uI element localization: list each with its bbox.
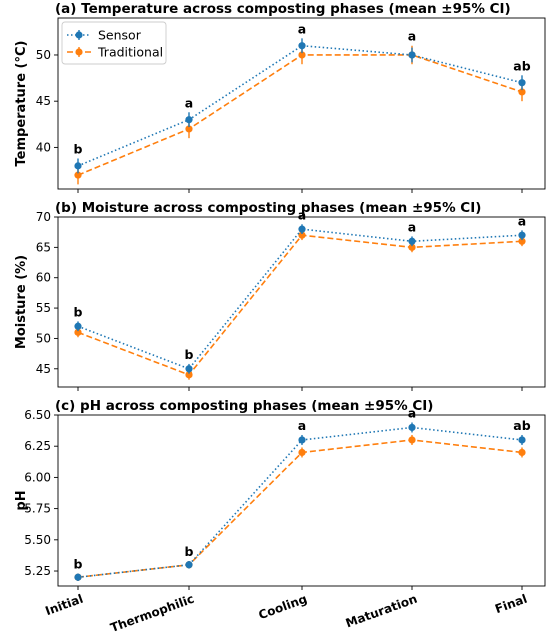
series-traditional — [74, 230, 526, 380]
panel-1: (b) Moisture across composting phases (m… — [14, 200, 546, 391]
y-tick-label: 40 — [36, 140, 51, 154]
data-point — [74, 162, 82, 170]
x-tick-label: Maturation — [344, 592, 419, 631]
legend-entry: Sensor — [98, 28, 142, 43]
panel-2: (c) pH across composting phases (mean ±9… — [14, 398, 546, 635]
y-tick-label: 65 — [36, 240, 51, 254]
plot-frame — [57, 17, 546, 190]
series-line — [77, 228, 523, 370]
y-axis-label: pH — [14, 490, 29, 510]
significance-label: ab — [513, 58, 530, 73]
significance-label: b — [185, 544, 194, 559]
series-line — [77, 439, 523, 579]
y-tick-label: 45 — [36, 94, 51, 108]
significance-label: a — [518, 213, 526, 228]
y-tick-label: 5.75 — [24, 502, 51, 516]
data-point — [298, 231, 306, 239]
data-point — [408, 237, 416, 245]
data-point — [408, 436, 416, 444]
series-traditional — [74, 434, 526, 582]
data-point — [518, 436, 526, 444]
data-point — [298, 42, 306, 50]
x-tick-label: Thermophilic — [108, 592, 196, 635]
panel-title: (b) Moisture across composting phases (m… — [55, 200, 481, 216]
plot-frame — [57, 216, 546, 388]
data-point — [74, 573, 82, 581]
y-tick-label: 60 — [36, 271, 51, 285]
legend: Sensor Traditional — [61, 21, 167, 65]
series-sensor — [74, 422, 526, 582]
series-sensor — [74, 38, 526, 174]
data-point — [518, 448, 526, 457]
data-point — [298, 225, 306, 233]
data-point — [408, 423, 416, 432]
significance-label: a — [298, 418, 306, 433]
legend-marker — [75, 31, 83, 39]
y-axis-label: Temperature (°C) — [14, 41, 29, 167]
significance-label: a — [298, 207, 306, 222]
significance-label: a — [298, 21, 306, 36]
panel-title: (a) Temperature across composting phases… — [55, 1, 511, 17]
significance-label: a — [408, 29, 416, 44]
x-tick-label: Initial — [43, 592, 85, 619]
data-point — [185, 116, 193, 124]
data-point — [518, 79, 526, 87]
y-tick-label: 70 — [36, 210, 51, 224]
panel-title: (c) pH across composting phases (mean ±9… — [55, 398, 433, 414]
data-point — [298, 436, 306, 444]
x-tick-label: Cooling — [257, 592, 309, 622]
data-point — [185, 561, 193, 569]
significance-label: a — [408, 405, 416, 420]
series-traditional — [74, 45, 526, 185]
y-tick-label: 50 — [36, 48, 51, 62]
y-tick-label: 45 — [36, 362, 51, 376]
data-point — [74, 328, 82, 336]
data-point — [518, 88, 526, 96]
y-tick-label: 5.25 — [24, 564, 51, 578]
data-point — [408, 51, 416, 59]
y-tick-label: 55 — [36, 301, 51, 315]
data-point — [185, 365, 193, 373]
series-line — [77, 234, 523, 376]
significance-label: ab — [513, 418, 530, 433]
panel-0: (a) Temperature across composting phases… — [14, 1, 546, 193]
data-point — [408, 243, 416, 251]
legend-marker — [75, 48, 83, 56]
series-line — [77, 44, 523, 167]
data-point — [185, 371, 193, 379]
y-axis-label: Moisture (%) — [14, 255, 29, 349]
plot-frame — [57, 414, 546, 587]
significance-label: b — [74, 141, 83, 156]
significance-label: a — [408, 219, 416, 234]
data-point — [74, 171, 82, 179]
series-line — [77, 54, 523, 176]
legend-box — [61, 21, 167, 65]
y-tick-label: 6.00 — [24, 470, 51, 484]
data-point — [185, 125, 193, 133]
data-point — [298, 448, 306, 457]
data-point — [74, 322, 82, 330]
data-point — [518, 237, 526, 245]
data-point — [298, 51, 306, 59]
y-tick-label: 6.25 — [24, 439, 51, 453]
y-tick-label: 6.50 — [24, 408, 51, 422]
series-sensor — [74, 224, 526, 374]
significance-label: a — [185, 95, 193, 110]
legend-entry: Traditional — [97, 45, 163, 60]
data-point — [518, 231, 526, 239]
y-tick-label: 50 — [36, 331, 51, 345]
significance-label: b — [74, 304, 83, 319]
significance-label: b — [74, 557, 83, 572]
x-tick-label: Final — [493, 592, 529, 616]
y-tick-label: 5.50 — [24, 533, 51, 547]
significance-label: b — [185, 347, 194, 362]
